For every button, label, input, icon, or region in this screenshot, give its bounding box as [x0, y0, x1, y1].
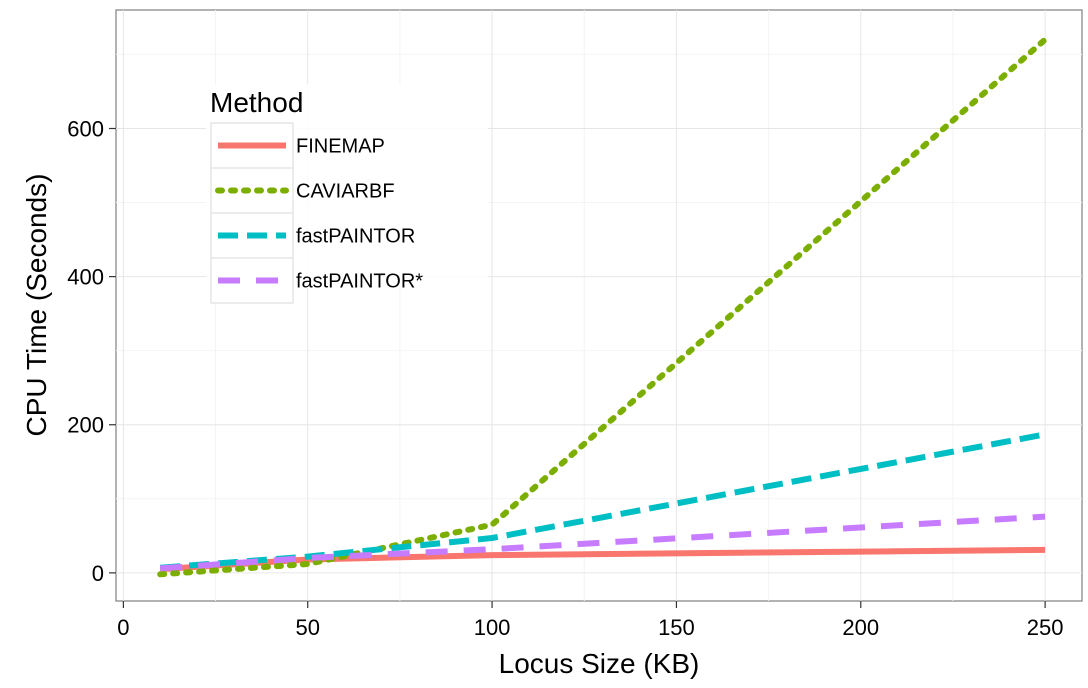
x-tick-label: 100 [474, 615, 511, 640]
x-axis: 0 50 100 150 200 250 [117, 601, 1063, 640]
series-line-fastpaintor [159, 513, 1046, 572]
legend-title: Method [210, 87, 303, 118]
x-tick-label: 150 [658, 615, 695, 640]
x-tick-label: 200 [842, 615, 879, 640]
legend: Method FINEMAP CAVIARBF fastPAINTOR fastPAI… [206, 84, 488, 304]
series-line-fastpaintor [159, 431, 1046, 571]
y-tick-label: 0 [92, 561, 104, 586]
x-axis-title: Locus Size (KB) [499, 648, 700, 679]
series-lines [157, 36, 1049, 578]
x-tick-label: 250 [1027, 615, 1064, 640]
legend-label-fastpaintor: fastPAINTOR [296, 226, 415, 248]
legend-label-fastpaintor: fastPAINTOR* [296, 271, 423, 293]
y-tick-label: 400 [67, 265, 104, 290]
y-axis: 0 200 400 600 [67, 116, 116, 586]
legend-items: FINEMAP CAVIARBF fastPAINTOR fastPAINTOR* [210, 122, 423, 304]
series-line-caviarbf [157, 36, 1049, 578]
y-axis-title: CPU Time (Seconds) [21, 174, 52, 437]
y-tick-label: 200 [67, 413, 104, 438]
legend-label-finemap: FINEMAP [296, 136, 385, 158]
legend-label-caviarbf: CAVIARBF [296, 181, 395, 203]
x-tick-label: 0 [117, 615, 129, 640]
y-tick-label: 600 [67, 116, 104, 141]
x-tick-label: 50 [295, 615, 319, 640]
